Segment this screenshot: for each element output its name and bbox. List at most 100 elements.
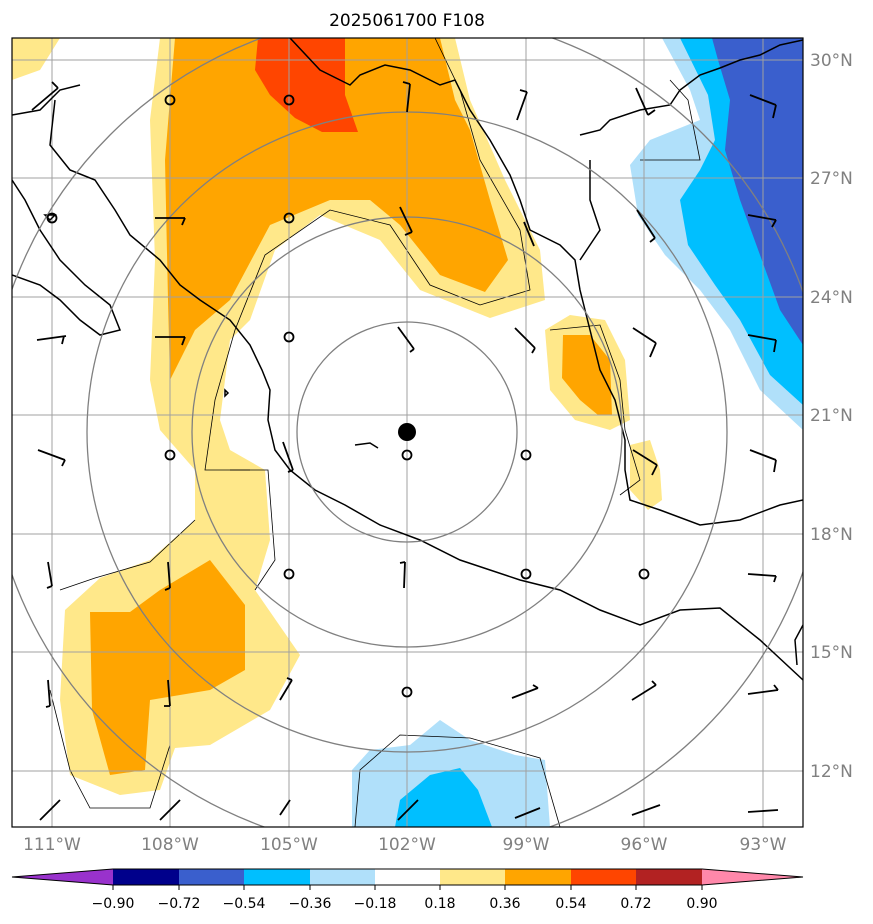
- colorbar-tick-label: 0.72: [620, 896, 651, 912]
- station-circle: [283, 568, 295, 580]
- colorbar-tick-label: 0.90: [686, 896, 717, 912]
- lat-label: 30°N: [810, 51, 853, 71]
- wind-barb: [749, 94, 777, 119]
- calm-wind-stations: [46, 94, 650, 698]
- colorbar-segment: [571, 869, 636, 885]
- colorbar-segment: [440, 869, 505, 885]
- lon-label: 102°W: [378, 835, 436, 855]
- lat-label: 21°N: [810, 406, 853, 426]
- wind-barb: [514, 807, 541, 819]
- colorbar-tick-label: 0.54: [555, 896, 586, 912]
- colorbar-tick-label: −0.54: [223, 896, 266, 912]
- station-circle: [520, 568, 532, 580]
- station-circle: [401, 449, 413, 461]
- colorbar-tick-label: 0.36: [489, 896, 520, 912]
- colorbar-tick-label: −0.72: [158, 896, 201, 912]
- lon-label: 105°W: [260, 835, 318, 855]
- wind-barb: [514, 327, 536, 354]
- station-circle: [638, 568, 650, 580]
- map-area: [12, 38, 803, 827]
- negative-anomaly-south: [352, 720, 550, 827]
- wind-barb: [635, 87, 656, 116]
- wind-barb: [39, 799, 61, 821]
- station-circle: [283, 331, 295, 343]
- wind-barb: [747, 573, 777, 583]
- wind-barb: [31, 81, 59, 111]
- lon-label: 96°W: [621, 835, 668, 855]
- wind-barb: [747, 809, 779, 813]
- wind-barb: [397, 799, 419, 821]
- lon-label: 111°W: [23, 835, 81, 855]
- negative-anomaly-shading: [630, 38, 803, 430]
- lat-label: 18°N: [810, 525, 853, 545]
- wind-barb: [632, 449, 658, 476]
- station-circle: [283, 212, 295, 224]
- wind-barb: [636, 209, 656, 243]
- colorbar-extend-low: [12, 869, 113, 885]
- lat-label: 15°N: [810, 643, 853, 663]
- wind-barb: [164, 679, 171, 707]
- wind-barb: [747, 334, 777, 353]
- colorbar-segment: [179, 869, 244, 885]
- station-circle: [46, 212, 58, 224]
- colorbar-extend-high: [702, 869, 803, 885]
- wind-barb: [279, 677, 293, 701]
- lat-label: 24°N: [810, 288, 853, 308]
- longitude-labels: 111°W 108°W 105°W 102°W 99°W 96°W 93°W: [23, 835, 787, 855]
- colorbar: −0.90 −0.72 −0.54 −0.36 −0.18 0.18 0.36 …: [11, 868, 804, 912]
- wind-barb: [631, 680, 657, 701]
- wind-barb: [516, 89, 528, 121]
- colorbar-segment: [310, 869, 375, 885]
- colorbar-segment: [636, 869, 702, 885]
- contour-lines: [49, 38, 701, 827]
- station-circle: [520, 449, 532, 461]
- wind-barb: [46, 561, 53, 589]
- storm-center-marker: [398, 423, 416, 441]
- wind-barb: [164, 561, 171, 591]
- wind-barb: [632, 327, 657, 358]
- colorbar-segment: [505, 869, 571, 885]
- coastlines: [12, 38, 803, 681]
- wind-barb: [45, 679, 51, 708]
- colorbar-segment: [244, 869, 310, 885]
- station-circle: [283, 94, 295, 106]
- wind-barb: [511, 684, 539, 699]
- station-circle: [401, 686, 413, 698]
- lon-label: 99°W: [503, 835, 550, 855]
- station-circle: [164, 449, 176, 461]
- lon-label: 108°W: [141, 835, 199, 855]
- lat-lon-grid: [12, 38, 803, 827]
- lon-label: 93°W: [740, 835, 787, 855]
- colorbar-tick-label: −0.90: [92, 896, 135, 912]
- colorbar-segment: [113, 869, 179, 885]
- wind-barb: [159, 799, 181, 821]
- wind-barb: [37, 449, 66, 467]
- station-circle: [164, 94, 176, 106]
- positive-anomaly-red: [255, 38, 358, 132]
- lat-label: 27°N: [810, 169, 853, 189]
- map-frame: [11, 37, 804, 828]
- wind-barb: [155, 336, 186, 346]
- colorbar-tick-label: −0.18: [354, 896, 397, 912]
- wind-barb: [282, 441, 294, 473]
- wind-barb: [399, 561, 406, 589]
- wind-barb: [747, 684, 779, 695]
- wind-barb: [36, 335, 67, 345]
- map-title: 2025061700 F108: [329, 11, 485, 31]
- wind-barb: [399, 206, 413, 236]
- colorbar-tick-label: 0.18: [424, 896, 455, 912]
- wind-barb: [397, 326, 415, 353]
- wind-barb: [747, 214, 777, 228]
- latitude-labels: 30°N 27°N 24°N 21°N 18°N 15°N 12°N: [810, 51, 853, 782]
- wind-barb: [631, 804, 661, 816]
- wind-barb: [155, 217, 186, 226]
- lat-label: 12°N: [810, 762, 853, 782]
- wind-barb: [402, 81, 411, 113]
- wind-barb: [523, 221, 535, 247]
- colorbar-tick-label: −0.36: [289, 896, 332, 912]
- wind-barbs: [31, 81, 779, 821]
- wind-barb: [279, 799, 291, 816]
- wind-barb: [749, 449, 777, 473]
- positive-anomaly-orange: [90, 38, 612, 775]
